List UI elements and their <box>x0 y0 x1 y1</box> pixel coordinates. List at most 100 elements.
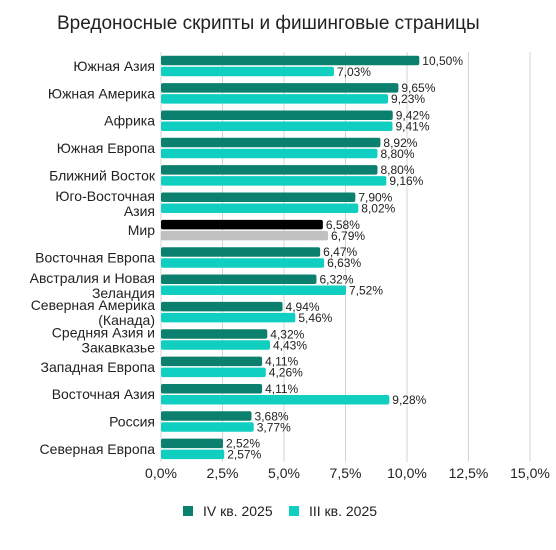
data-label: 8,80% <box>380 163 414 177</box>
category-label: Ближний Восток <box>49 167 156 183</box>
data-label: 4,94% <box>286 300 320 314</box>
data-label: 9,16% <box>389 174 423 188</box>
data-label: 4,11% <box>265 355 298 369</box>
bar-q4 <box>161 165 378 175</box>
bar-q4 <box>161 301 283 312</box>
category-label: Западная Европа <box>41 359 156 375</box>
bar-q4 <box>161 219 323 230</box>
legend-label: III кв. 2025 <box>309 503 377 519</box>
data-label: 8,92% <box>383 136 417 150</box>
chart-title: Вредоносные скрипты и фишинговые страниц… <box>57 13 480 34</box>
data-label: 7,52% <box>349 284 383 298</box>
category-label: Африка <box>104 113 155 129</box>
data-label: 6,63% <box>327 256 361 270</box>
data-label: 3,68% <box>255 409 289 423</box>
category-label: Восточная Азия <box>52 386 155 402</box>
bar-q3 <box>161 340 270 350</box>
data-label: 4,43% <box>273 338 307 352</box>
data-label: 9,65% <box>401 81 435 95</box>
bar-q4 <box>161 274 317 285</box>
category-label: Северная Америка (Канада) <box>31 297 156 328</box>
bar-q3 <box>161 94 389 104</box>
bar-q4 <box>161 247 321 257</box>
bar-q4 <box>161 137 381 148</box>
bar-q3 <box>161 312 296 323</box>
data-label: 2,57% <box>227 448 261 462</box>
grid <box>160 52 531 462</box>
data-label: 3,77% <box>257 420 291 434</box>
bar-q3 <box>161 148 378 159</box>
category-label: Южная Америка <box>48 85 155 101</box>
bar-q3 <box>161 285 346 296</box>
bar-q4 <box>161 110 393 120</box>
data-label: 6,32% <box>319 273 353 287</box>
bar-q3 <box>161 176 387 186</box>
data-label: 6,47% <box>323 245 357 259</box>
data-label: 4,32% <box>270 327 304 341</box>
bar-q3 <box>161 258 325 268</box>
bar-q4 <box>161 83 399 93</box>
data-label: 2,52% <box>226 437 260 451</box>
category-label: Средняя Азия и Закавказье <box>52 325 155 356</box>
bar-q3 <box>161 121 393 131</box>
category-labels: Южная Азия Южная Америка Африка Южная Европ… <box>30 58 156 457</box>
bar-q4 <box>161 192 356 202</box>
bar-q3 <box>161 203 359 213</box>
data-label: 9,41% <box>395 119 429 133</box>
x-tick-label: 2,5% <box>207 465 239 481</box>
bar-q3 <box>161 230 329 241</box>
data-label: 9,23% <box>391 92 425 106</box>
data-label: 8,02% <box>361 202 395 216</box>
data-label: 5,46% <box>298 311 332 325</box>
category-label-line: Северная Америка <box>31 297 156 313</box>
data-label: 7,90% <box>358 191 392 205</box>
category-label-line: Азия <box>124 203 155 219</box>
data-label: 4,26% <box>269 366 303 380</box>
category-label-line: Закавказье <box>82 340 156 356</box>
category-label-line: Австралия и Новая <box>30 270 155 286</box>
data-label: 8,80% <box>380 147 414 161</box>
legend-swatch <box>289 506 299 516</box>
bar-q4 <box>161 438 223 449</box>
bar-q4 <box>161 411 252 421</box>
bar-q4 <box>161 55 420 66</box>
x-tick-label: 15,0% <box>510 465 550 481</box>
bar-q4 <box>161 329 268 339</box>
x-tick-label: 10,0% <box>387 465 427 481</box>
category-label: Мир <box>128 222 155 238</box>
category-label: Южная Азия <box>73 58 155 74</box>
data-label: 9,42% <box>396 108 430 122</box>
x-tick-label: 0,0% <box>145 465 177 481</box>
category-label-line: Зеландия <box>92 285 155 301</box>
data-label: 4,11% <box>265 382 298 396</box>
legend-swatch <box>183 506 193 516</box>
bar-q3 <box>161 394 390 405</box>
bar-q3 <box>161 367 266 378</box>
x-tick-label: 5,0% <box>268 465 300 481</box>
x-tick-label: 12,5% <box>449 465 489 481</box>
bar-q4 <box>161 356 263 367</box>
category-label-line: Средняя Азия и <box>52 325 155 341</box>
bar-q3 <box>161 449 225 460</box>
category-label: Восточная Европа <box>35 249 155 265</box>
category-label-line: (Канада) <box>98 312 155 328</box>
bars: 10,50%7,03%9,65%9,23%9,42%9,41%8,92%8,80… <box>161 54 463 462</box>
bar-q4 <box>161 383 263 394</box>
category-label: Южная Европа <box>57 140 155 156</box>
category-label: Россия <box>109 414 155 430</box>
bar-q3 <box>161 66 334 77</box>
bar-q3 <box>161 422 254 432</box>
data-label: 7,03% <box>337 65 371 79</box>
data-label: 6,79% <box>331 229 365 243</box>
legend-label: IV кв. 2025 <box>203 503 273 519</box>
data-label: 6,58% <box>326 218 360 232</box>
category-label: Австралия и Новая Зеландия <box>30 270 155 301</box>
x-tick-label: 7,5% <box>330 465 362 481</box>
legend: IV кв. 2025 III кв. 2025 <box>183 503 377 519</box>
category-label: Юго-Восточная Азия <box>55 188 155 219</box>
x-axis: 0,0% 2,5% 5,0% 7,5% 10,0% 12,5% 15,0% <box>145 465 550 481</box>
data-label: 9,28% <box>392 393 426 407</box>
data-label: 10,50% <box>422 54 463 68</box>
